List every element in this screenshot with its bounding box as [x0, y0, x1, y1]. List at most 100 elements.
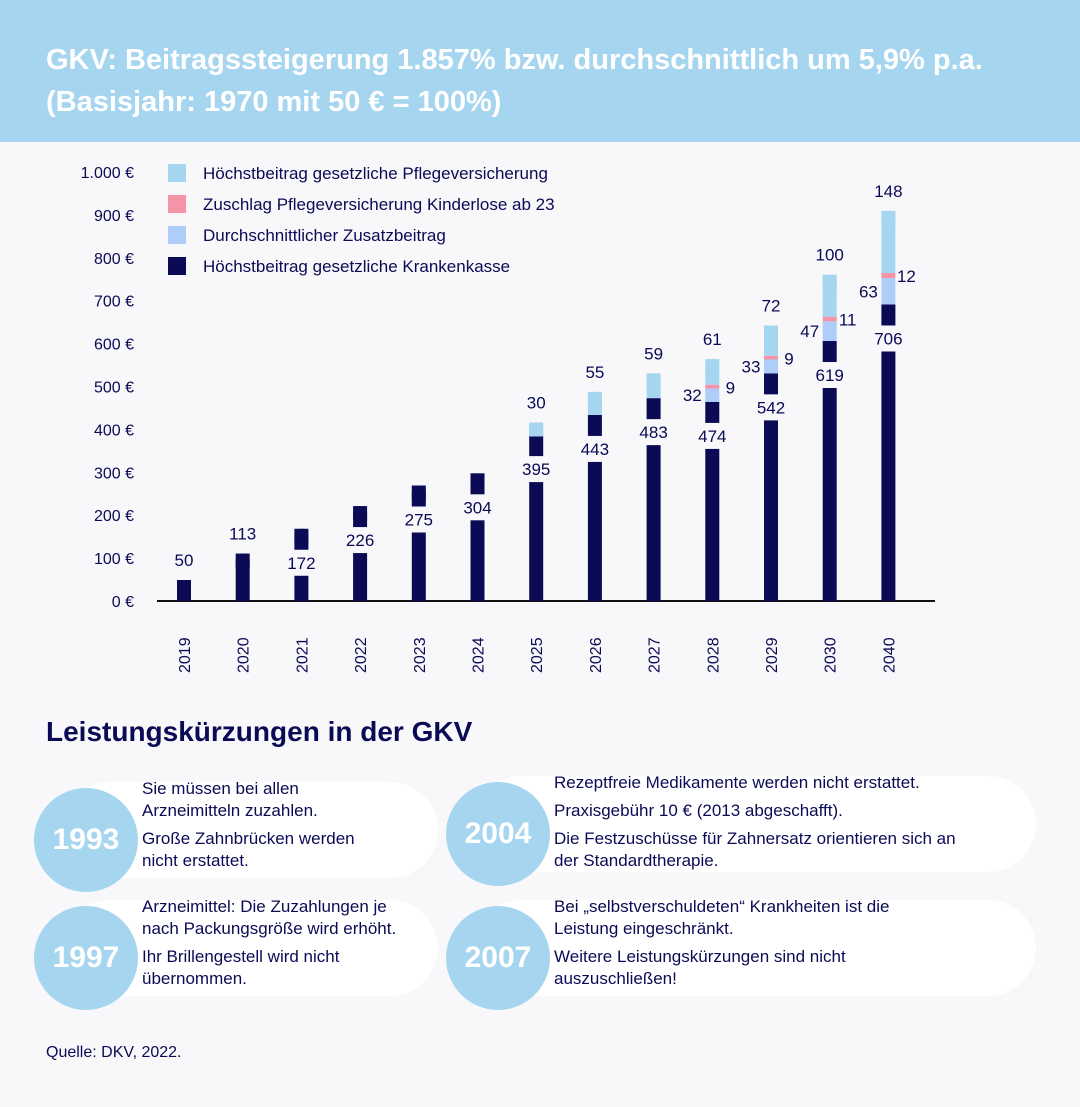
- kinderlose-label: 11: [839, 311, 857, 330]
- label-gap: [352, 527, 369, 554]
- label-gap: [880, 325, 897, 352]
- bar-segment: [764, 355, 778, 360]
- cut-card-2007: 2007 Bei „selbstverschuldeten“ Krankheite…: [446, 896, 1036, 1010]
- label-gap: [528, 456, 545, 483]
- bar-segment: [881, 278, 896, 305]
- bar-cap-fill: [587, 398, 602, 406]
- x-tick-label: 2025: [529, 637, 546, 673]
- value-label: 474: [698, 427, 726, 446]
- x-tick-label: 2026: [588, 637, 605, 673]
- bar-cap-fill: [529, 429, 544, 437]
- bar-segment: [705, 388, 720, 402]
- x-tick-label: 2022: [353, 637, 370, 673]
- header: GKV: Beitragssteigerung 1.857% bzw. durc…: [0, 0, 1080, 142]
- zusatz-label: 47: [800, 322, 819, 341]
- legend-label: Höchstbeitrag gesetzliche Krankenkasse: [203, 257, 510, 276]
- bar-cap-fill: [822, 281, 837, 289]
- year-badge: 1993: [34, 788, 138, 892]
- section-title: Leistungskürzungen in der GKV: [46, 716, 473, 747]
- legend-label: Durchschnittlicher Zusatzbeitrag: [203, 226, 446, 245]
- label-gap: [410, 506, 427, 533]
- bar-segment: [822, 316, 837, 322]
- year-badge: 1997: [34, 906, 138, 1010]
- value-label: 443: [581, 440, 609, 459]
- stacked-bar-chart: 0 € 100 € 200 € 300 € 400 € 500 € 600 € 700 € 80…: [81, 164, 935, 673]
- card-text: Arzneimittel: Die Zuzahlungen je: [142, 897, 387, 916]
- legend-label: Höchstbeitrag gesetzliche Pflegeversiche…: [203, 164, 548, 183]
- x-tick-label: 2020: [236, 637, 253, 673]
- bar-cap-fill: [470, 480, 485, 488]
- bar-segment: [353, 506, 368, 601]
- card-pill: [474, 900, 1036, 996]
- bar-cap-fill: [646, 380, 661, 388]
- bar-cap-fill: [177, 587, 191, 594]
- bar-cap-fill: [881, 217, 896, 225]
- bar-cap-fill: [705, 366, 720, 374]
- y-tick-label: 300 €: [94, 465, 134, 482]
- pflege-label: 30: [527, 394, 546, 413]
- y-tick-label: 500 €: [94, 380, 134, 397]
- source-note: Quelle: DKV, 2022.: [46, 1044, 182, 1061]
- bar-segment: [881, 272, 896, 279]
- bar-segment: [705, 384, 720, 389]
- pflege-label: 100: [816, 246, 844, 265]
- y-tick-label: 200 €: [94, 508, 134, 525]
- bar-cap-fill: [411, 492, 426, 500]
- zusatz-label: 32: [683, 386, 702, 405]
- card-pill: [474, 776, 1036, 872]
- x-tick-label: 2023: [412, 637, 429, 673]
- x-tick-label: 2028: [705, 637, 722, 673]
- y-tick-label: 700 €: [94, 294, 134, 311]
- y-tick-label: 1.000 €: [81, 165, 134, 182]
- x-tick-label: 2029: [764, 637, 781, 673]
- card-text: auszuschließen!: [554, 969, 677, 988]
- card-text: Rezeptfreie Medikamente werden nicht ers…: [554, 773, 920, 792]
- y-tick-label: 400 €: [94, 422, 134, 439]
- kinderlose-label: 12: [897, 267, 916, 286]
- y-tick-label: 100 €: [94, 551, 134, 568]
- legend-label: Zuschlag Pflegeversicherung Kinderlose a…: [203, 195, 555, 214]
- legend-swatch: [168, 226, 186, 244]
- pflege-label: 55: [585, 363, 604, 382]
- x-tick-label: 2027: [647, 637, 664, 673]
- cut-card-2004: 2004 Rezeptfreie Medikamente werden nicht…: [446, 772, 1036, 886]
- card-text: Bei „selbstverschuldeten“ Krankheiten is…: [554, 897, 890, 916]
- value-label: 226: [346, 531, 374, 550]
- zusatz-label: 63: [859, 282, 878, 301]
- card-text: Weitere Leistungskürzungen sind nicht: [554, 947, 846, 966]
- card-text: Sie müssen bei allen: [142, 779, 299, 798]
- x-tick-label: 2021: [294, 637, 311, 673]
- x-tick-label: 2040: [881, 637, 898, 673]
- title-line-1: GKV: Beitragssteigerung 1.857% bzw. durc…: [46, 44, 983, 76]
- legend-swatch: [168, 164, 186, 182]
- card-text: übernommen.: [142, 969, 247, 988]
- label-gap: [645, 419, 662, 446]
- year-badge: 2004: [446, 782, 550, 886]
- label-gap: [763, 394, 779, 421]
- label-gap: [469, 494, 486, 521]
- pflege-label: 72: [762, 296, 781, 315]
- value-label: 275: [405, 511, 433, 530]
- bar-segment: [764, 359, 778, 374]
- x-tick-label: 2019: [177, 637, 194, 673]
- bar-segment: [470, 473, 485, 601]
- bar-cap-fill: [353, 513, 368, 521]
- bar-segment: [705, 401, 720, 601]
- bar-cap-fill: [294, 535, 309, 543]
- card-text: Leistung eingeschränkt.: [554, 919, 734, 938]
- y-tick-label: 800 €: [94, 251, 134, 268]
- card-text: nach Packungsgröße wird erhöht.: [142, 919, 397, 938]
- card-text: Große Zahnbrücken werden: [142, 829, 355, 848]
- cut-card-1993: 1993 Sie müssen bei allen Arzneimitteln zu…: [34, 778, 438, 892]
- card-text: Praxisgebühr 10 € (2013 abgeschafft).: [554, 801, 843, 820]
- pflege-label: 148: [874, 182, 902, 201]
- pflege-label: 59: [644, 344, 663, 363]
- legend-swatch: [168, 257, 186, 275]
- y-tick-label: 900 €: [94, 208, 134, 225]
- value-label: 172: [287, 554, 315, 573]
- kinderlose-label: 9: [784, 350, 793, 369]
- cut-card-1997: 1997 Arzneimittel: Die Zuzahlungen je nach…: [34, 896, 438, 1010]
- zusatz-label: 33: [742, 357, 761, 376]
- bar-segment: [822, 321, 837, 342]
- pflege-label: 61: [703, 330, 722, 349]
